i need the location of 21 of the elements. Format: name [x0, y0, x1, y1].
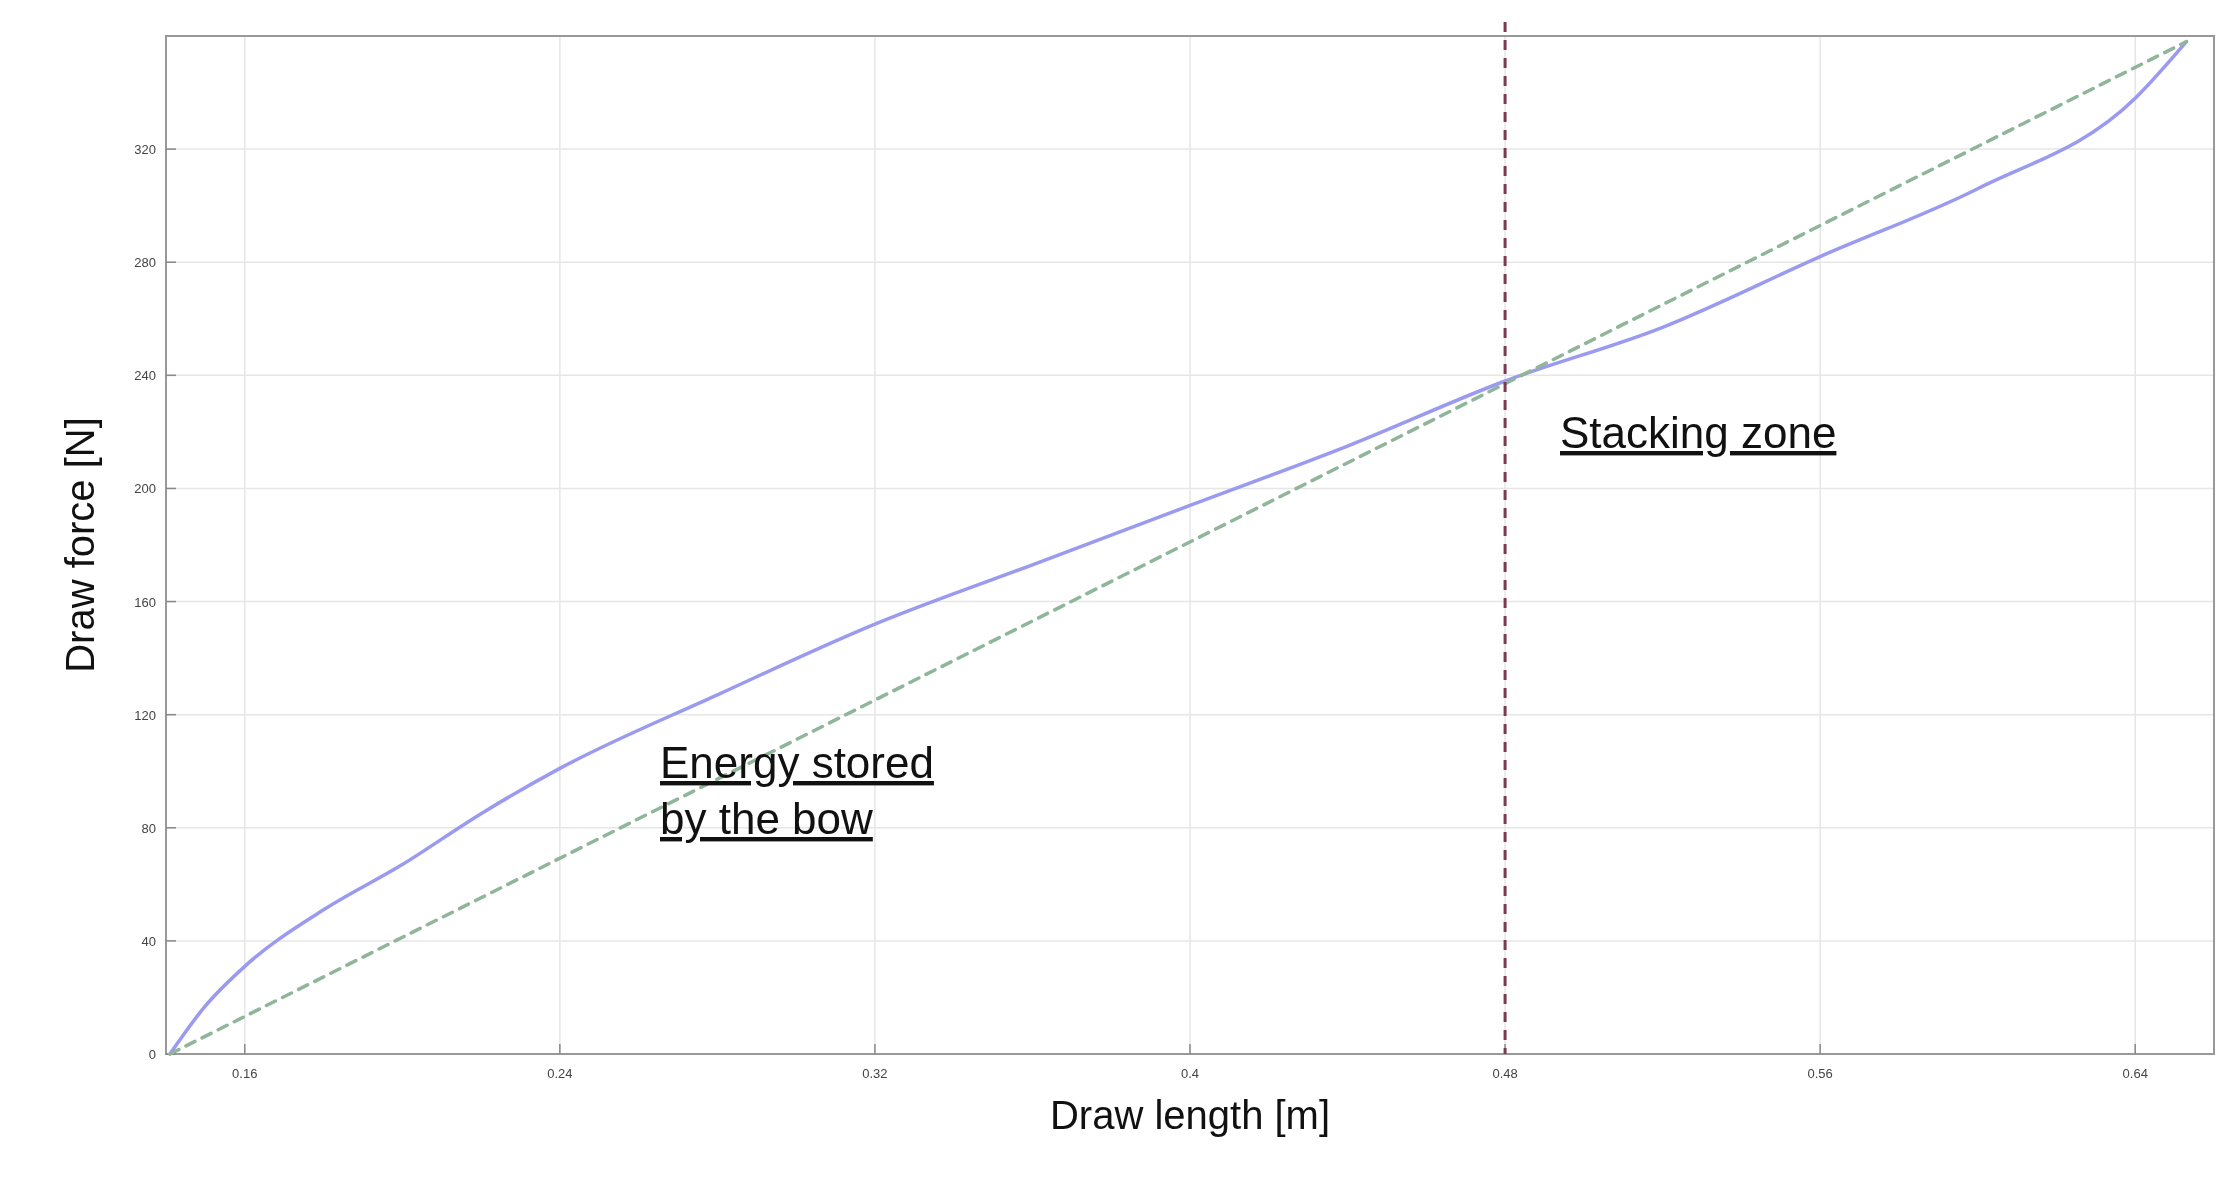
y-tick-label: 80 [141, 820, 156, 836]
y-axis-title: Draw force [N] [58, 417, 102, 673]
line-series [168, 39, 2189, 1056]
x-tick-label: 0.48 [1492, 1066, 1518, 1081]
x-tick-label: 0.4 [1180, 1066, 1200, 1081]
y-tick-label: 200 [134, 481, 156, 497]
y-tick-label: 40 [141, 933, 156, 949]
x-tick-label: 0.64 [2122, 1066, 2148, 1081]
y-tick-label: 320 [134, 142, 156, 158]
y-tick-label: 240 [134, 368, 156, 384]
x-tick-label: 0.32 [862, 1066, 888, 1081]
y-tick-label: 0 [148, 1047, 156, 1062]
x-tick-label: 0.16 [232, 1066, 258, 1081]
y-tick-label: 280 [134, 255, 156, 271]
annotation: Energy stored by the bow [660, 738, 934, 843]
x-axis-title: Draw length [m] [1049, 1093, 1331, 1137]
x-tick-label: 0.24 [547, 1066, 573, 1081]
annotation: Stacking zone [1560, 408, 1837, 457]
x-tick-label: 0.56 [1807, 1066, 1833, 1081]
y-tick-label: 120 [134, 707, 156, 723]
y-tick-label: 160 [134, 594, 156, 610]
